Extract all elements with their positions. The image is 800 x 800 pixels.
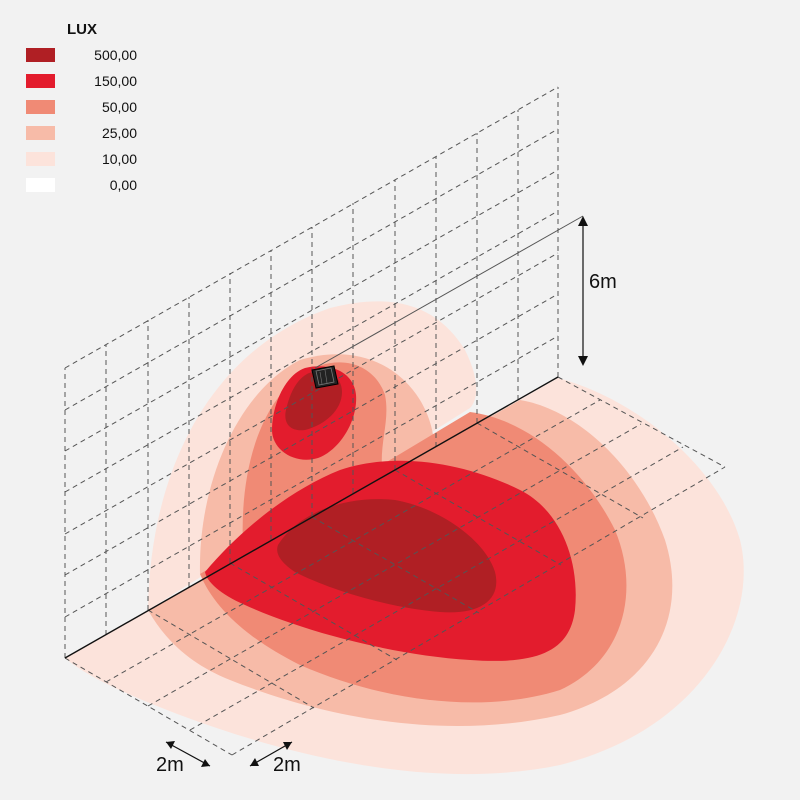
height-dimension <box>578 216 588 366</box>
luminaire-icon <box>311 365 339 389</box>
floor-contour-500 <box>277 499 497 613</box>
legend: LUX 500,00 150,00 50,00 25,00 10,00 0,00 <box>26 18 137 198</box>
floor-contours <box>65 378 744 775</box>
floor-grid <box>64 376 726 756</box>
legend-value: 50,00 <box>101 99 137 115</box>
legend-swatch <box>26 126 55 140</box>
legend-value: 25,00 <box>101 125 137 141</box>
legend-swatch <box>26 48 55 62</box>
grid-spacing-label: 2m <box>273 754 301 776</box>
legend-value: 150,00 <box>94 73 137 89</box>
legend-value: 500,00 <box>94 47 137 63</box>
legend-title: LUX <box>67 21 97 38</box>
legend-value: 10,00 <box>101 151 137 167</box>
wall-grid <box>64 86 559 658</box>
legend-swatch <box>26 152 55 166</box>
legend-swatch <box>26 100 55 114</box>
mounting-line <box>314 215 584 369</box>
height-label: 6m <box>589 271 617 293</box>
legend-value: 0,00 <box>109 177 137 193</box>
legend-item: 50,00 <box>26 94 137 120</box>
legend-item: 0,00 <box>26 172 137 198</box>
grid-spacing-dimensions <box>165 741 293 767</box>
legend-item: 10,00 <box>26 146 137 172</box>
wall-floor-edge <box>64 376 559 659</box>
grid-spacing-label: 2m <box>156 754 184 776</box>
legend-item: 150,00 <box>26 68 137 94</box>
legend-item: 25,00 <box>26 120 137 146</box>
legend-swatch <box>26 74 55 88</box>
legend-swatch <box>26 178 55 192</box>
legend-item: 500,00 <box>26 42 137 68</box>
